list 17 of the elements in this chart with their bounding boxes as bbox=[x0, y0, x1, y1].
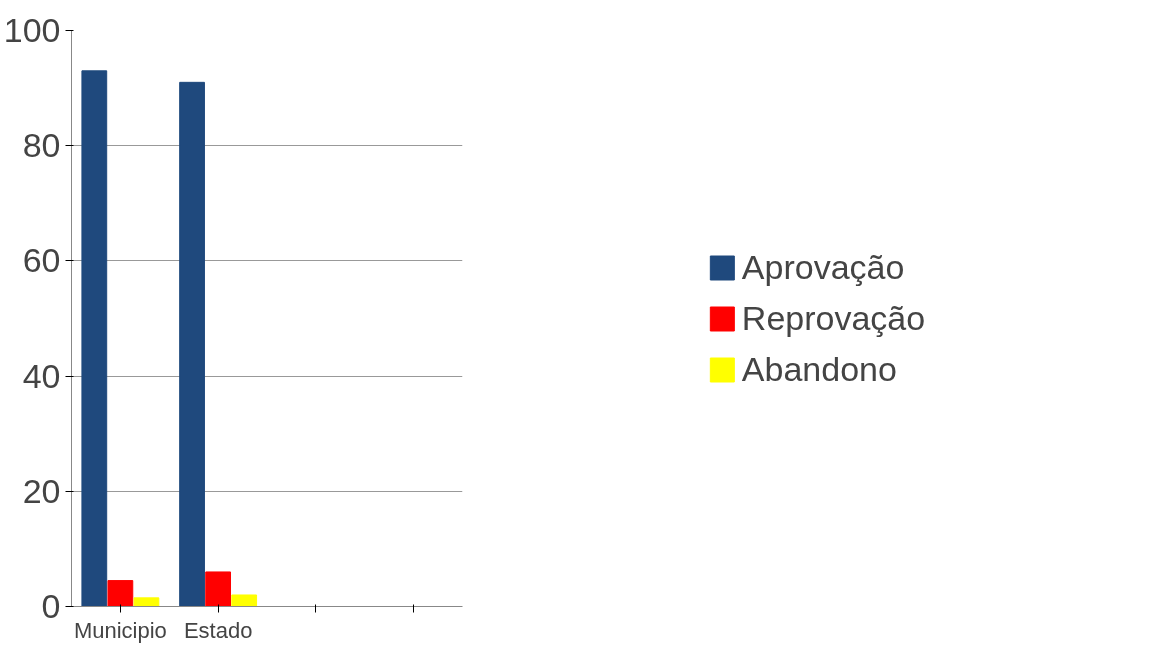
bar bbox=[231, 594, 258, 607]
x-tick-label: Municipio bbox=[73, 617, 167, 643]
bar bbox=[205, 571, 232, 607]
bar bbox=[179, 81, 205, 607]
y-tick-label: 60 bbox=[22, 241, 61, 280]
y-tick-label: 80 bbox=[22, 126, 61, 165]
bar bbox=[107, 580, 134, 607]
y-tick-label: 100 bbox=[3, 11, 61, 49]
x-tick-label: Estado bbox=[183, 617, 253, 643]
bar bbox=[133, 597, 160, 607]
y-tick-label: 20 bbox=[22, 471, 61, 510]
legend-label: Abandono bbox=[741, 349, 897, 389]
y-tick-label: 40 bbox=[22, 356, 61, 395]
legend-label: Reprovação bbox=[741, 298, 926, 338]
legend-label: Aprovação bbox=[741, 247, 905, 287]
y-tick-label: 0 bbox=[41, 587, 61, 625]
bar bbox=[81, 70, 108, 607]
